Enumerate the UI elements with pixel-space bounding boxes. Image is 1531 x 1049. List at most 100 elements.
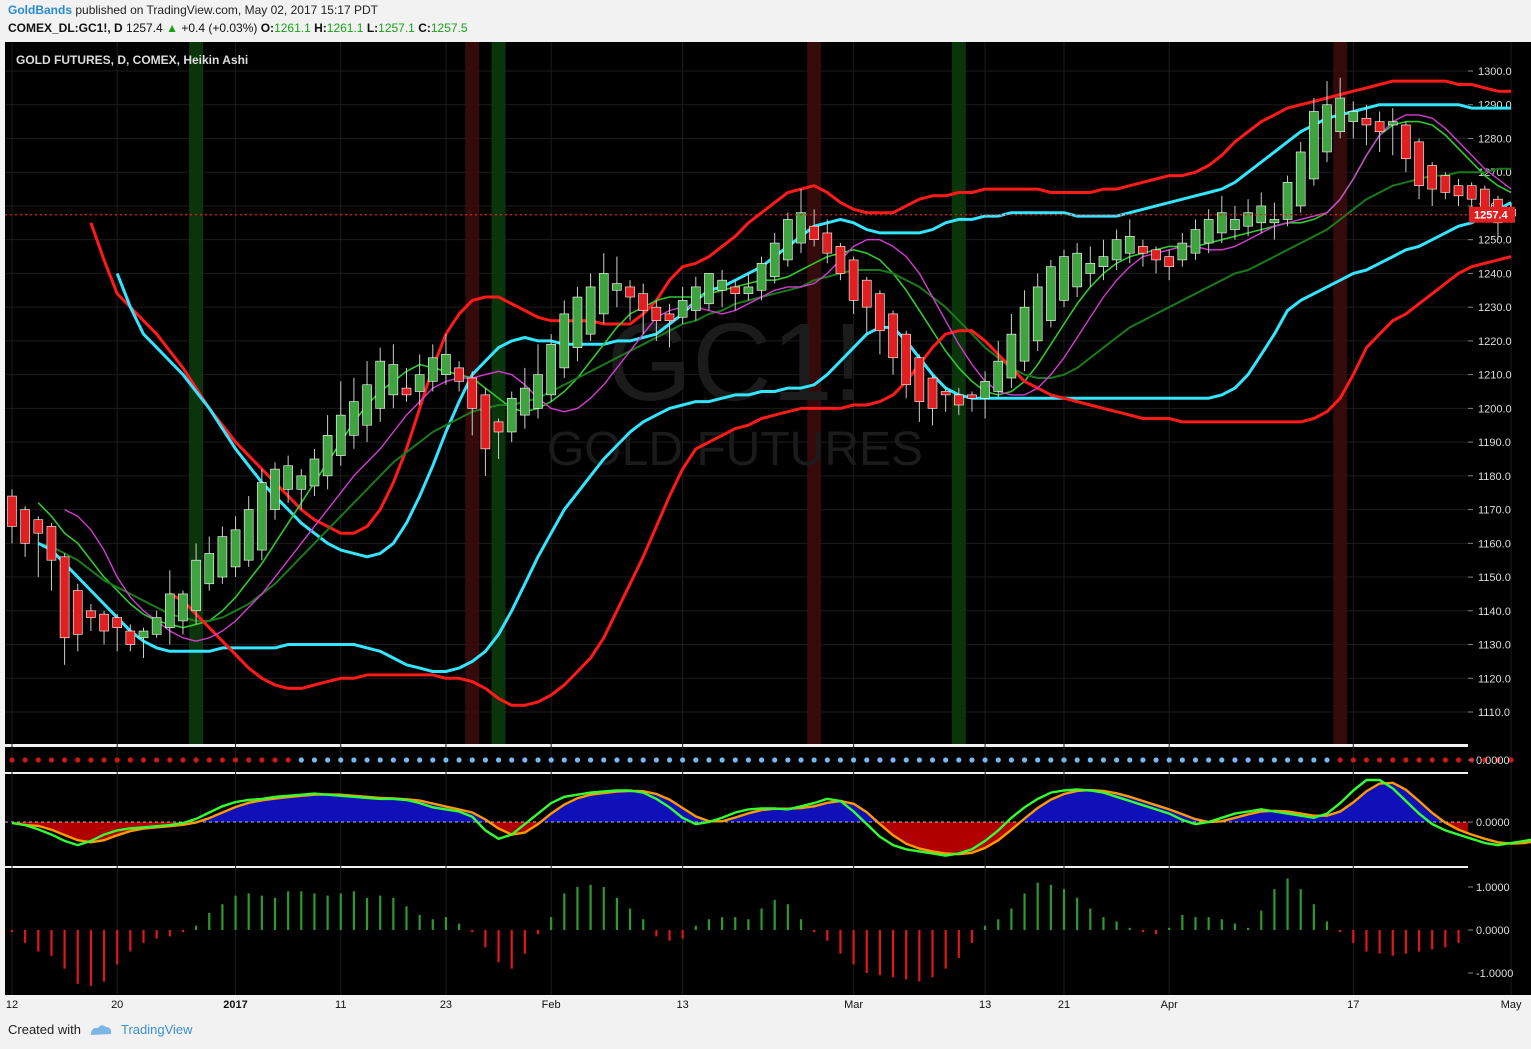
candle	[533, 344, 543, 419]
marker-dot	[601, 757, 607, 763]
candle	[467, 371, 478, 436]
candle-body	[901, 333, 912, 386]
candle	[1295, 141, 1306, 213]
open-label: O:	[260, 21, 275, 35]
marker-dot	[785, 757, 791, 763]
candle	[520, 367, 530, 429]
candle-body	[809, 225, 819, 240]
candle-body	[717, 279, 727, 291]
marker-dot	[574, 757, 581, 763]
time-tick-label: 13	[677, 999, 689, 1011]
author-link[interactable]: GoldBands	[8, 3, 73, 17]
candle	[1138, 239, 1148, 267]
candle-body	[86, 610, 96, 618]
marker-dot	[193, 757, 199, 763]
marker-dot	[798, 757, 804, 763]
marker-dot	[851, 757, 857, 763]
candle	[1046, 259, 1056, 328]
price-tick-label: 1180.0	[1478, 471, 1511, 483]
candle	[756, 256, 767, 301]
candle	[112, 614, 122, 652]
marker-dot	[811, 757, 817, 763]
candle	[835, 243, 846, 281]
price-tick-label: 1210.0	[1478, 370, 1512, 382]
candle	[967, 391, 977, 412]
candle-body	[322, 435, 333, 477]
candle	[953, 388, 964, 416]
watermark-ticker: GC1!	[607, 301, 864, 424]
candle-body	[1309, 111, 1319, 180]
marker-dot	[522, 757, 528, 763]
candle	[1335, 77, 1345, 139]
candle-body	[559, 313, 570, 369]
chart-canvas[interactable]: 1110.0 1120.0 1130.0 1140.0 1150.0 1160.0 1170…	[0, 0, 1531, 1020]
candle	[993, 340, 1004, 399]
high-label: H:	[314, 21, 327, 35]
candle	[1019, 290, 1030, 372]
marker-dot	[535, 757, 541, 763]
candle-body	[940, 391, 951, 396]
symbol-legend: COMEX_DL:GC1!, D 1257.4 ▲ +0.4 (+0.03%) …	[8, 21, 468, 35]
price-tick-label: 1290.0	[1478, 100, 1512, 112]
candle	[704, 273, 714, 311]
signal-stripe	[807, 42, 822, 744]
candle-body	[1453, 185, 1464, 197]
candle	[809, 209, 819, 247]
time-tick-label: 21	[1058, 999, 1070, 1011]
marker-dot	[1337, 757, 1343, 763]
candle	[72, 583, 83, 652]
candle-body	[967, 394, 977, 399]
marker-dot	[745, 757, 752, 763]
series-short-MA	[64, 114, 1512, 642]
marker-dot	[1179, 757, 1185, 763]
candle-body	[296, 475, 307, 490]
candle-body	[204, 553, 215, 585]
candle	[1414, 138, 1424, 200]
candle-body	[783, 219, 793, 261]
candle-body	[7, 495, 17, 527]
candle-body	[730, 286, 741, 294]
last-price-label: 1257.4	[1474, 210, 1509, 222]
candle	[1427, 162, 1437, 206]
tradingview-link[interactable]: TradingView	[120, 1022, 193, 1037]
time-tick-label: Feb	[542, 999, 561, 1011]
tradingview-logo-icon	[90, 1024, 112, 1035]
marker-dot	[338, 757, 344, 763]
candle	[1098, 239, 1109, 281]
candle-body	[1085, 262, 1096, 274]
candle-body	[178, 593, 188, 622]
marker-dot	[456, 757, 462, 763]
marker-dot	[943, 757, 949, 763]
candle	[99, 610, 109, 645]
candle-body	[1006, 333, 1017, 379]
candle	[309, 448, 320, 497]
candle-body	[1098, 256, 1109, 267]
candle-body	[927, 377, 938, 409]
footer: Created with TradingView	[8, 1022, 193, 1037]
candle-body	[1322, 104, 1332, 153]
candle	[822, 219, 833, 264]
candle-body	[1032, 286, 1043, 342]
marker-dot	[469, 757, 475, 763]
candle-body	[1401, 124, 1411, 160]
candle	[441, 334, 451, 385]
candle-body	[861, 279, 872, 308]
candle	[598, 253, 609, 325]
candle	[33, 516, 44, 578]
marker-dot	[285, 757, 291, 763]
candle	[46, 523, 57, 591]
marker-dot	[390, 757, 396, 763]
candle	[506, 391, 517, 443]
candle	[178, 590, 188, 635]
candle	[362, 361, 372, 443]
marker-dot	[561, 757, 567, 763]
candle-body	[1019, 306, 1030, 362]
candle-body	[888, 313, 898, 359]
marker-dot	[75, 757, 81, 763]
histogram-tick-label: 1.0000	[1476, 882, 1510, 894]
candle-body	[427, 357, 438, 382]
candle-body	[414, 374, 425, 392]
candle-body	[585, 286, 596, 335]
marker-dot	[1100, 757, 1107, 763]
candle-body	[480, 394, 491, 450]
